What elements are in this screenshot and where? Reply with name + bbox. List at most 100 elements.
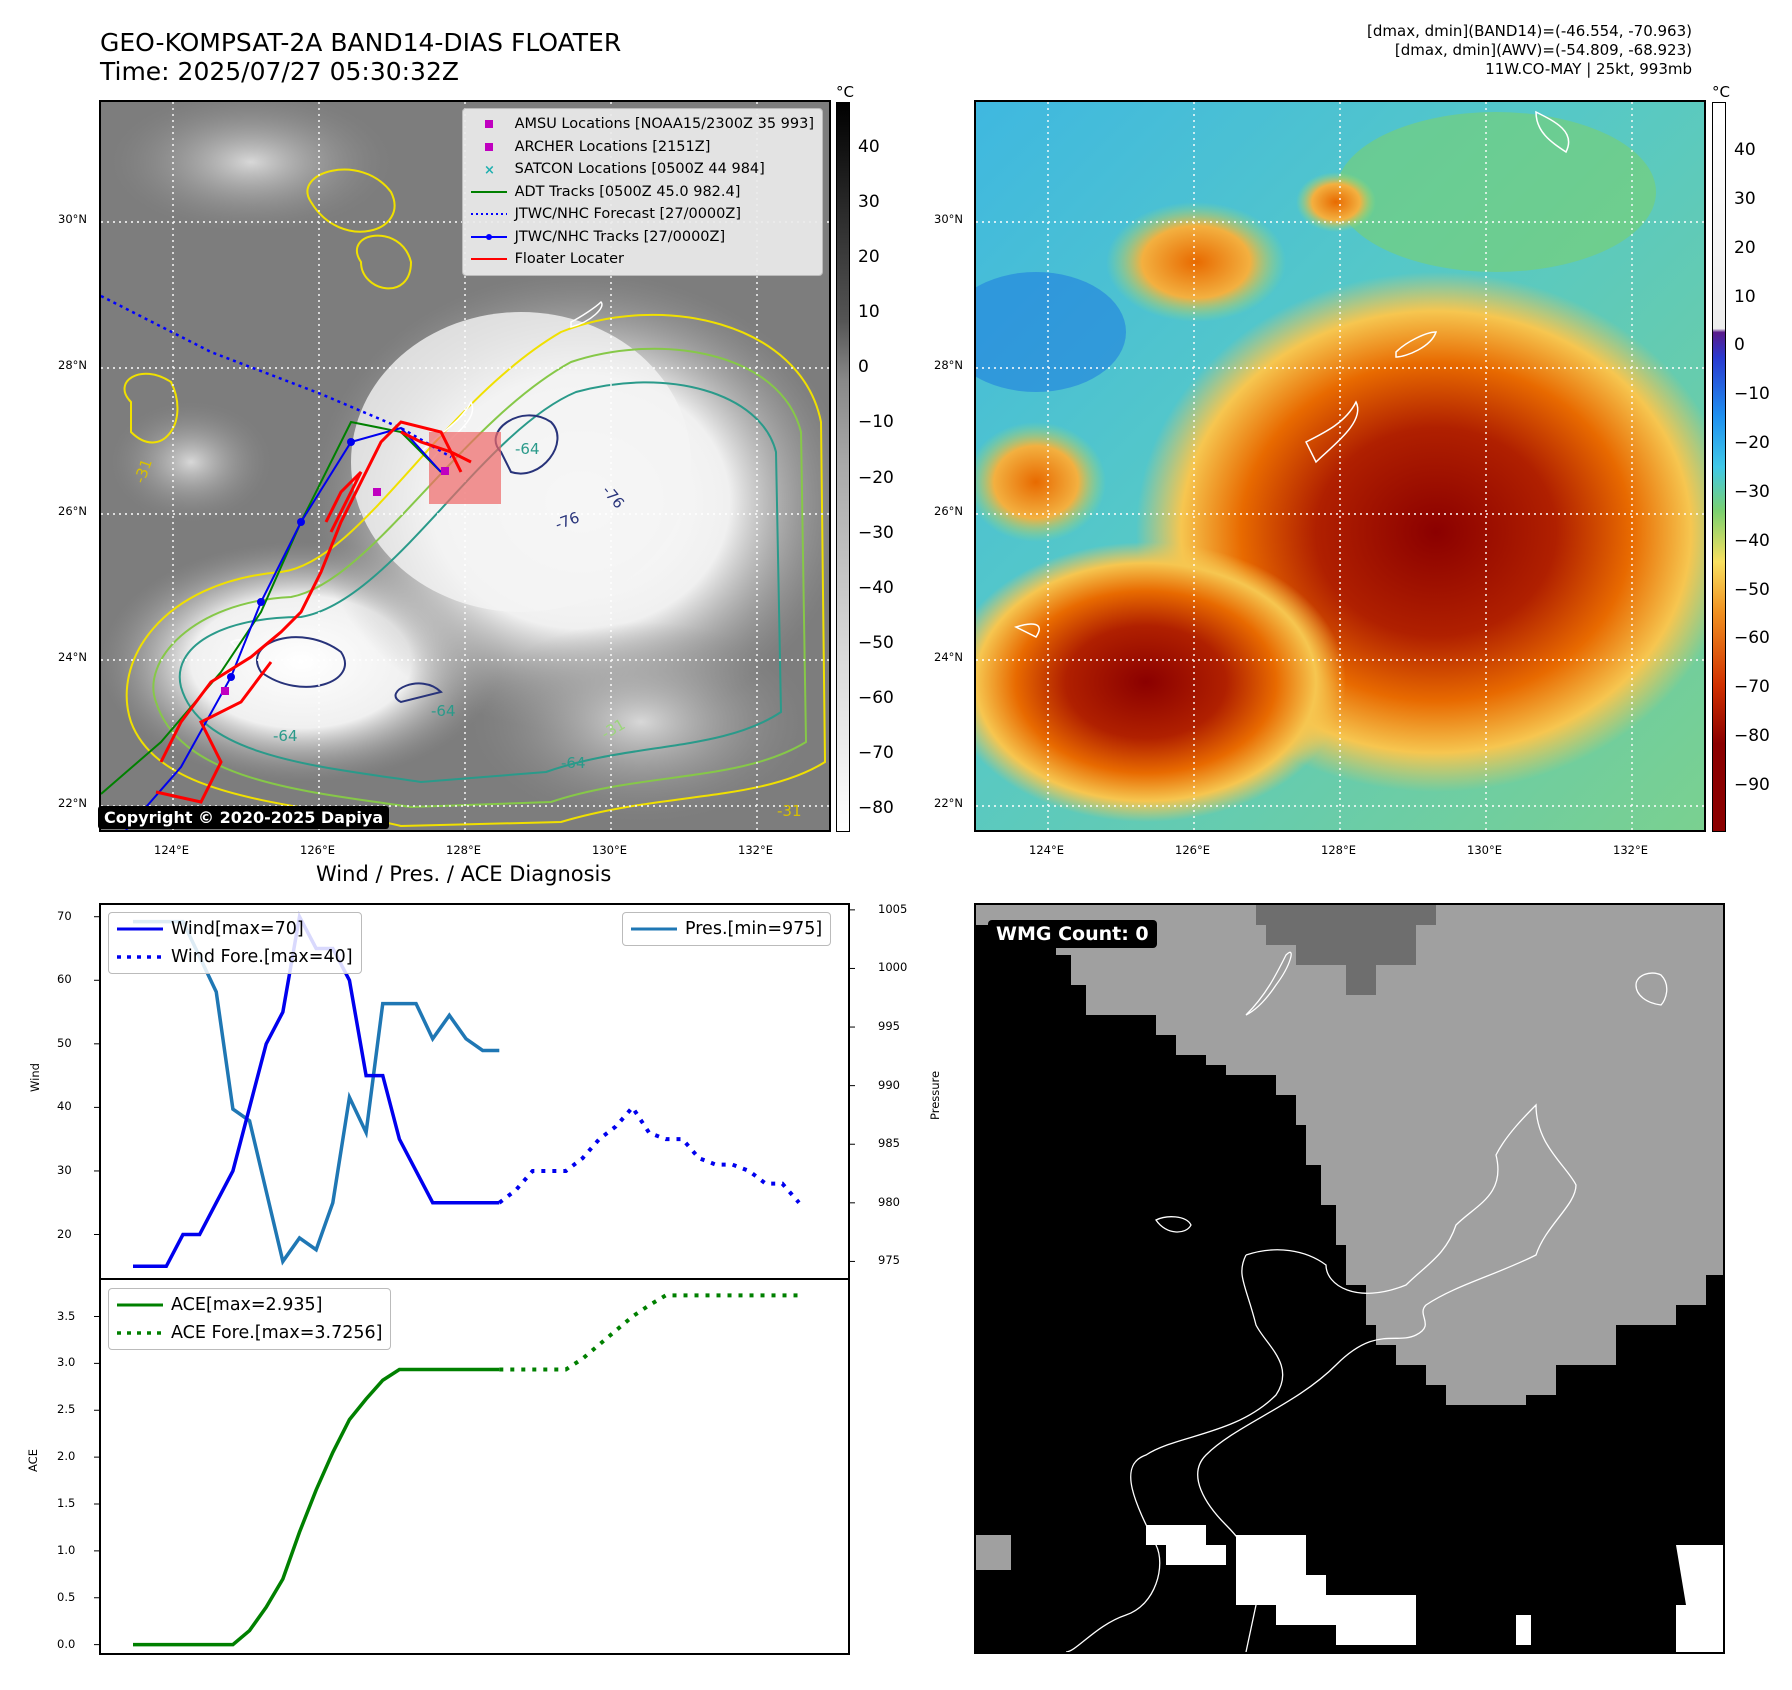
colorbar-tick: −50 bbox=[1734, 579, 1770, 600]
legend-wind: Wind[max=70] bbox=[117, 919, 304, 939]
legend-entry: ADT Tracks [0500Z 45.0 982.4] bbox=[470, 181, 814, 204]
ace-tick: 3.0 bbox=[57, 1355, 76, 1370]
lon-label: 126°E bbox=[300, 843, 335, 857]
legend-label: SATCON Locations [0500Z 44 984] bbox=[514, 161, 765, 177]
ace-tick: 3.5 bbox=[57, 1308, 76, 1323]
series-line bbox=[133, 1367, 500, 1647]
wmg-panel bbox=[974, 903, 1725, 1654]
contour-label: -64 bbox=[561, 754, 586, 772]
ace-tick: 2.5 bbox=[57, 1402, 76, 1417]
wind-tick: 60 bbox=[57, 972, 72, 987]
legend-label: AMSU Locations [NOAA15/2300Z 35 993] bbox=[514, 116, 814, 132]
ir-map-panel: -64 -76 -76 -64 -31 -64 -64 -31 -31 AMSU… bbox=[99, 100, 831, 832]
colorbar-tick: −80 bbox=[1734, 726, 1770, 747]
left-colorbar-unit: °C bbox=[836, 83, 854, 101]
colorbar-tick: 10 bbox=[858, 302, 880, 323]
lat-label: 22°N bbox=[58, 796, 87, 810]
colorbar-tick: −60 bbox=[858, 687, 894, 708]
legend-label: ARCHER Locations [2151Z] bbox=[514, 138, 711, 155]
pressure-tick: 985 bbox=[878, 1136, 900, 1151]
lon-label: 132°E bbox=[1613, 843, 1648, 857]
pressure-axis-label: Pressure bbox=[928, 1070, 942, 1120]
title-line-2: Time: 2025/07/27 05:30:32Z bbox=[100, 57, 459, 86]
colorbar-tick: −30 bbox=[858, 522, 894, 543]
series-line bbox=[499, 1293, 799, 1372]
lon-label: 124°E bbox=[1029, 843, 1064, 857]
legend-ace-forecast: ACE Fore.[max=3.7256] bbox=[117, 1323, 383, 1343]
colorbar-tick: 0 bbox=[858, 357, 869, 378]
colorbar-tick: 10 bbox=[1734, 286, 1756, 307]
pressure-tick: 975 bbox=[878, 1253, 900, 1268]
colorbar-tick: −30 bbox=[1734, 481, 1770, 502]
series-line bbox=[498, 1104, 801, 1205]
wmg-map-svg bbox=[976, 905, 1723, 1652]
wind-legend: Wind[max=70] Wind Fore.[max=40] bbox=[108, 912, 362, 974]
pressure-tick: 1000 bbox=[878, 960, 908, 975]
lat-label: 28°N bbox=[58, 358, 87, 372]
colorbar-tick: −10 bbox=[1734, 384, 1770, 405]
ace-tick: 0.5 bbox=[57, 1589, 76, 1604]
ace-tick: 1.5 bbox=[57, 1496, 76, 1510]
lat-label: 26°N bbox=[934, 504, 963, 518]
lon-label: 126°E bbox=[1175, 843, 1210, 857]
contour-label: -64 bbox=[515, 440, 540, 458]
lon-label: 128°E bbox=[446, 843, 481, 857]
legend-wind-forecast: Wind Fore.[max=40] bbox=[117, 947, 353, 967]
colorbar-tick: 20 bbox=[1734, 237, 1756, 258]
colorbar-tick: −70 bbox=[858, 742, 894, 763]
legend-ace: ACE[max=2.935] bbox=[117, 1295, 323, 1315]
wind-tick: 40 bbox=[57, 1099, 72, 1114]
colorbar-tick: −90 bbox=[1734, 775, 1770, 795]
lat-label: 30°N bbox=[58, 212, 87, 226]
lat-label: 28°N bbox=[934, 358, 963, 372]
colorbar-tick: −20 bbox=[858, 467, 894, 488]
diagnosis-title: Wind / Pres. / ACE Diagnosis bbox=[316, 862, 612, 886]
right-colorbar-unit: °C bbox=[1712, 83, 1730, 101]
contour-label: -31 bbox=[777, 802, 802, 820]
ace-legend: ACE[max=2.935] ACE Fore.[max=3.7256] bbox=[108, 1288, 392, 1350]
lon-label: 124°E bbox=[154, 843, 189, 857]
legend-entry: ARCHER Locations [2151Z] bbox=[471, 136, 814, 159]
colorbar-tick: 30 bbox=[1734, 188, 1756, 209]
wind-tick: 20 bbox=[57, 1226, 72, 1241]
pressure-legend: Pres.[min=975] bbox=[622, 912, 832, 946]
legend-entry: AMSU Locations [NOAA15/2300Z 35 993] bbox=[471, 113, 814, 136]
awv-map-svg bbox=[976, 102, 1704, 830]
title-line-1: GEO-KOMPSAT-2A BAND14-DIAS FLOATER bbox=[100, 28, 622, 57]
legend-label: Floater Locater bbox=[514, 251, 624, 267]
wind-tick: 30 bbox=[57, 1162, 72, 1177]
colorbar-tick: 40 bbox=[1734, 140, 1756, 160]
contour-label: -64 bbox=[431, 702, 456, 720]
colorbar-tick: −60 bbox=[1734, 628, 1770, 649]
wind-tick: 70 bbox=[57, 908, 72, 923]
ace-tick: 2.0 bbox=[57, 1449, 76, 1464]
header-stats: [dmax, dmin](BAND14)=(-46.554, -70.963) … bbox=[1367, 22, 1692, 79]
band14-range: [dmax, dmin](BAND14)=(-46.554, -70.963) bbox=[1367, 22, 1692, 40]
colorbar-tick: 30 bbox=[858, 192, 880, 213]
lat-label: 24°N bbox=[934, 650, 963, 664]
legend-label: ADT Tracks [0500Z 45.0 982.4] bbox=[514, 183, 741, 200]
left-colorbar bbox=[836, 102, 850, 832]
colorbar-tick: −10 bbox=[858, 412, 894, 433]
legend-pressure: Pres.[min=975] bbox=[631, 919, 823, 939]
pressure-tick: 980 bbox=[878, 1194, 900, 1209]
colorbar-tick: −40 bbox=[1734, 530, 1770, 551]
colorbar-tick: 20 bbox=[858, 247, 880, 268]
pressure-tick: 995 bbox=[878, 1019, 900, 1034]
lat-label: 24°N bbox=[58, 650, 87, 664]
lat-label: 26°N bbox=[58, 504, 87, 518]
map-legend: AMSU Locations [NOAA15/2300Z 35 993] ARCH… bbox=[461, 108, 823, 276]
awv-range: [dmax, dmin](AWV)=(-54.809, -68.923) bbox=[1394, 41, 1692, 59]
wmg-count-badge: WMG Count: 0 bbox=[988, 920, 1157, 948]
pressure-tick: 990 bbox=[878, 1077, 900, 1092]
lon-label: 128°E bbox=[1321, 843, 1356, 857]
legend-entry: Floater Locater bbox=[470, 248, 814, 271]
colorbar-tick: −40 bbox=[858, 577, 894, 598]
lon-label: 130°E bbox=[1467, 843, 1502, 857]
storm-info: 11W.CO-MAY | 25kt, 993mb bbox=[1485, 60, 1692, 78]
legend-label: JTWC/NHC Forecast [27/0000Z] bbox=[514, 206, 741, 222]
ace-tick: 0.0 bbox=[57, 1636, 76, 1651]
legend-entry: JTWC/NHC Tracks [27/0000Z] bbox=[470, 226, 814, 249]
wind-tick: 50 bbox=[57, 1035, 72, 1050]
lat-label: 30°N bbox=[934, 212, 963, 226]
